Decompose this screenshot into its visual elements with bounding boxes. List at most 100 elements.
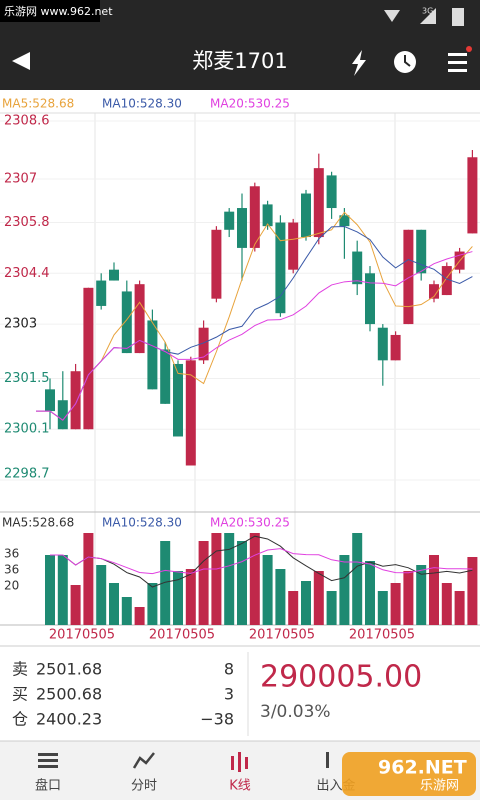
volume-bar [173, 571, 183, 625]
title: 郑麦1701 [192, 49, 287, 73]
y-tick-label: 2301.5 [4, 371, 50, 386]
tab[interactable]: K线 [229, 779, 251, 794]
candle-body [352, 251, 363, 285]
tab-icon [326, 752, 329, 768]
candle-body [326, 175, 337, 209]
quote-qty: −38 [200, 710, 234, 729]
candle-body [109, 269, 119, 281]
candle-body [211, 229, 222, 299]
volume-bar [352, 533, 363, 625]
battery-icon [452, 8, 464, 26]
ma-line [36, 211, 473, 421]
quote-value: 2400.23 [36, 710, 102, 729]
volume-bar [441, 583, 452, 625]
ma-legend: MA5:528.68 [2, 97, 74, 111]
tab-icon [231, 752, 248, 772]
volume-bar [96, 565, 107, 625]
tab-icon [132, 752, 155, 769]
wifi-icon [384, 10, 400, 22]
quote-qty: 8 [224, 660, 234, 679]
back-button[interactable] [12, 52, 30, 70]
candle-body [377, 327, 388, 361]
volume-bar [339, 555, 350, 625]
candle-body [262, 204, 273, 227]
volume-bar [57, 555, 68, 625]
volume-bar [185, 569, 196, 625]
y-tick-label: 2307 [4, 172, 37, 187]
volume-bar [288, 591, 299, 625]
ma-line [36, 251, 473, 421]
volume-bar [211, 533, 222, 625]
volume-bar [70, 585, 81, 625]
chart: MA5:528.68 MA10:528.30 MA20:530.25 MA5:528.… [0, 97, 480, 643]
volume-bar [198, 541, 209, 625]
candle-body [416, 229, 427, 274]
watermark: 乐游网 www.962.net [4, 5, 113, 18]
tab-icon [38, 753, 58, 768]
candle-body [365, 273, 375, 325]
quote-value: 2501.68 [36, 660, 102, 679]
y-tick-label: 2305.8 [4, 215, 50, 230]
volume-bar [326, 591, 337, 625]
volume-bar [237, 541, 247, 625]
y-tick-label: 2300.1 [4, 422, 50, 437]
volume-bar [377, 591, 388, 625]
volume-bar [301, 581, 311, 625]
candle-body [198, 327, 209, 361]
candle-body [288, 222, 299, 270]
y-tick-label: 2308.6 [4, 114, 50, 129]
ma-legend: MA20:530.25 [210, 97, 290, 111]
volume-bar [45, 555, 55, 625]
date-label: 20170505 [349, 628, 415, 643]
clock-button[interactable] [394, 51, 416, 73]
y-tick-label: 2303 [4, 317, 37, 332]
tab[interactable]: 分时 [131, 779, 157, 794]
flash-button[interactable] [352, 50, 366, 76]
volume-legend: MA10:528.30 [102, 516, 182, 530]
candle-body [173, 363, 183, 437]
menu-button[interactable] [448, 46, 472, 72]
volume-label: 36 [4, 563, 19, 577]
volume-legend: MA20:530.25 [210, 516, 290, 530]
candle-body [429, 284, 439, 299]
candle-body [301, 193, 311, 238]
candle-body [390, 334, 401, 361]
quote-label: 仓 [12, 710, 28, 729]
candle-body [339, 215, 350, 227]
candle-body [147, 320, 158, 390]
volume-label: 36 [4, 547, 19, 561]
candle-body [121, 291, 132, 354]
candle-body [160, 349, 171, 404]
volume-bar [147, 583, 158, 625]
volume-bar [454, 591, 465, 625]
y-tick-label: 2304.4 [4, 266, 50, 281]
watermark-name: 乐游网 [420, 779, 459, 794]
quote-value: 2500.68 [36, 685, 102, 704]
volume-bar [313, 571, 324, 625]
volume-bar [109, 583, 119, 625]
candle-body [224, 211, 235, 230]
volume-legend: MA5:528.68 [2, 516, 74, 530]
watermark-box [0, 0, 100, 22]
volume-bar [429, 555, 439, 625]
quote-qty: 3 [224, 685, 234, 704]
candle-body [275, 222, 286, 314]
volume-bar [134, 607, 145, 625]
volume-bar [249, 533, 260, 625]
volume-label: 20 [4, 579, 19, 593]
quote-panel: 卖 2501.68 8 买 2500.68 3 仓 2400.23 −38 [12, 660, 234, 729]
candle-body [45, 389, 55, 412]
volume-bar [224, 533, 235, 625]
candle-body [403, 229, 414, 325]
quote-label: 买 [12, 685, 28, 704]
last-price: 290005.00 [260, 660, 422, 695]
quote-label: 卖 [12, 660, 28, 679]
watermark-brand: 962.NET [378, 757, 467, 779]
tab[interactable]: 盘口 [35, 778, 61, 794]
volume-bar [467, 557, 478, 625]
candle-body [467, 157, 478, 234]
y-tick-label: 2298.7 [4, 467, 50, 482]
volume-bar [403, 571, 414, 625]
volume-bar [262, 555, 273, 625]
candle-body [237, 208, 247, 248]
